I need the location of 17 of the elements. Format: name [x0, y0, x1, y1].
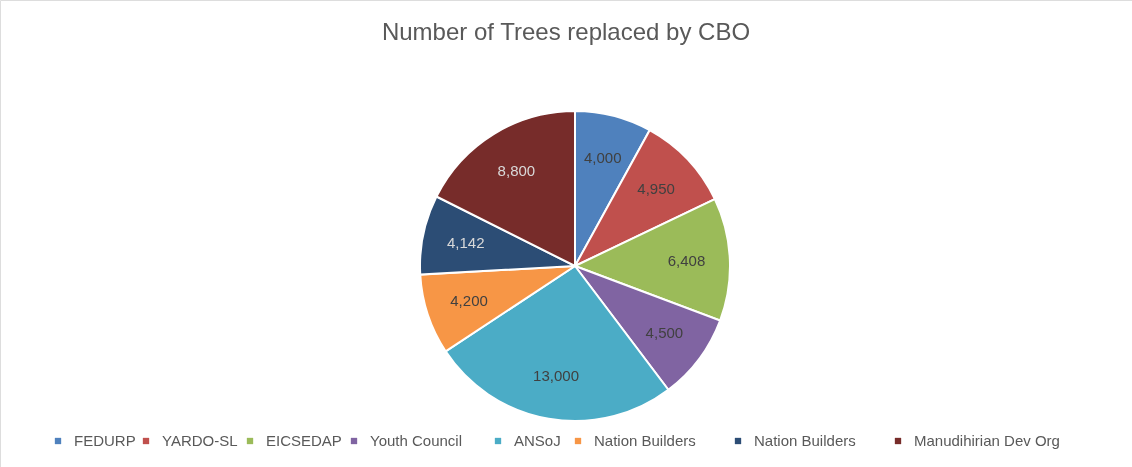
data-label: 6,408 [667, 252, 706, 270]
legend-label: EICSEDAP [266, 432, 342, 449]
data-label: 4,500 [645, 323, 684, 341]
legend-label: Nation Builders [594, 432, 696, 449]
data-label: 13,000 [533, 366, 579, 384]
data-label: 4,950 [637, 180, 675, 198]
legend-label: FEDURP [74, 432, 136, 449]
data-label: 4,142 [446, 234, 485, 252]
legend-label: Nation Builders [754, 432, 856, 449]
data-label: 8,800 [497, 162, 536, 180]
chart-title: Number of Trees replaced by CBO [381, 18, 751, 45]
data-label: 4,200 [450, 292, 488, 310]
legend-label: Youth Council [370, 432, 463, 449]
legend-label: YARDO-SL [162, 432, 238, 449]
legend-label: Manudihirian Dev Org [914, 432, 1060, 449]
data-label: 4,000 [583, 148, 622, 166]
legend-label: ANSoJ [514, 432, 561, 449]
